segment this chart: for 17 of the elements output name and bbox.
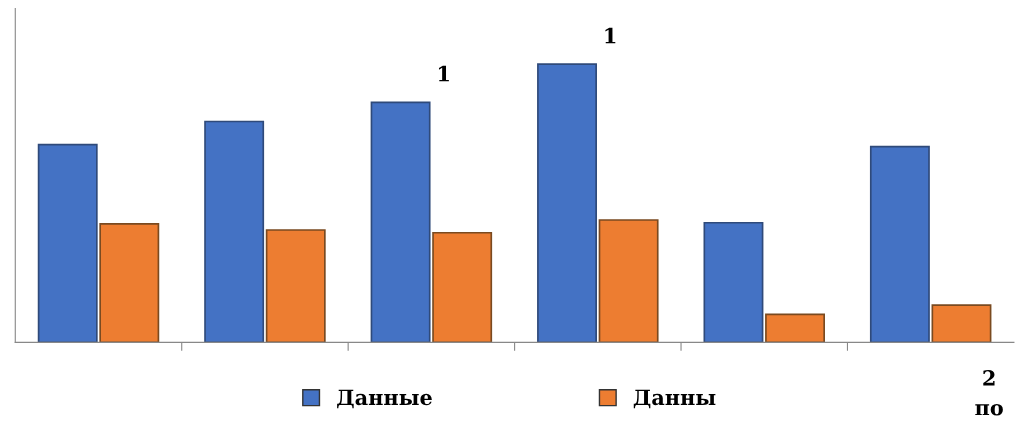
legend-label: Данны [633, 389, 716, 409]
bar [598, 219, 659, 343]
text: 1 [605, 27, 616, 44]
bar [204, 120, 265, 343]
legend-label: Данные [337, 389, 432, 409]
bar [265, 229, 326, 343]
bar [703, 221, 764, 343]
bar [432, 231, 493, 343]
bar [869, 145, 930, 343]
bar [99, 223, 160, 343]
bar [370, 101, 431, 343]
text: 2 по [975, 369, 1003, 416]
bar [765, 313, 826, 343]
bar [537, 63, 597, 343]
bar [931, 304, 992, 343]
bar [37, 143, 98, 343]
annotation: 1 [438, 65, 449, 82]
